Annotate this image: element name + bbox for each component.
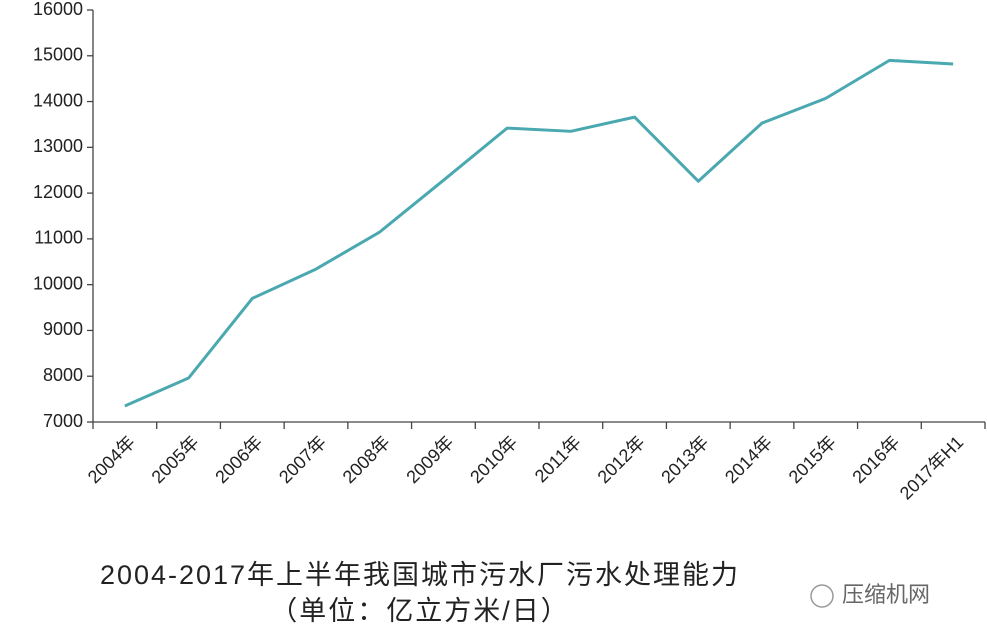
y-tick-label: 8000 (43, 365, 83, 385)
x-tick-label: 2013年 (657, 432, 712, 487)
y-tick-label: 11000 (34, 228, 83, 248)
y-tick-label: 16000 (33, 0, 83, 19)
y-tick-label: 13000 (33, 136, 83, 156)
y-tick-label: 7000 (43, 411, 83, 431)
x-tick-label: 2011年 (531, 432, 585, 486)
x-tick-label: 2004年 (84, 432, 139, 487)
x-tick-label: 2005年 (148, 432, 203, 487)
data-line (124, 58, 954, 408)
y-tick-label: 9000 (43, 319, 83, 339)
x-tick-label: 2015年 (785, 432, 840, 487)
x-tick-label: 2016年 (848, 432, 903, 487)
x-tick-label: 2017年H1 (896, 432, 967, 503)
watermark: 压缩机网 (842, 582, 930, 607)
y-tick-label: 15000 (33, 45, 83, 65)
x-tick-label: 2008年 (339, 432, 394, 487)
y-tick-label: 12000 (33, 182, 83, 202)
x-tick-label: 2010年 (466, 432, 521, 487)
y-tick-label: 14000 (33, 90, 83, 110)
x-tick-label: 2006年 (211, 432, 266, 487)
x-tick-label: 2007年 (275, 432, 330, 487)
watermark-icon (810, 584, 834, 608)
chart-subtitle: （单位：亿立方米/日） (270, 596, 570, 626)
x-tick-label: 2009年 (402, 432, 457, 487)
x-tick-label: 2012年 (594, 432, 649, 487)
y-tick-label: 10000 (33, 273, 83, 293)
x-tick-label: 2014年 (721, 432, 776, 487)
chart-title: 2004-2017年上半年我国城市污水厂污水处理能力 (100, 560, 740, 590)
